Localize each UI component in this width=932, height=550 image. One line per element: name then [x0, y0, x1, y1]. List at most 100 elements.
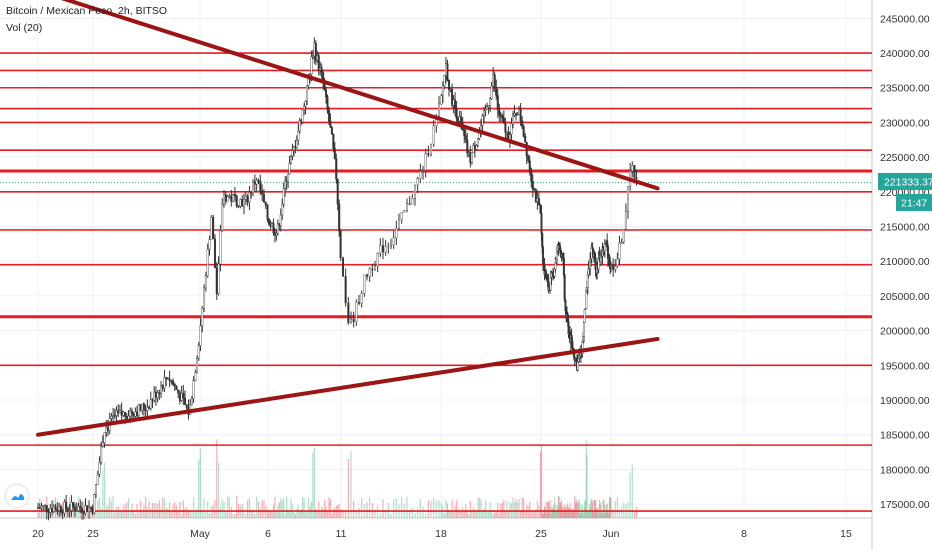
candle-body	[210, 217, 213, 240]
volume-bar	[278, 502, 280, 518]
volume-bar	[163, 498, 166, 518]
time-tick-label: Jun	[603, 528, 620, 540]
volume-bar	[589, 506, 591, 518]
candle-body	[125, 416, 128, 420]
time-axis[interactable]: 20 25 May 6 11 18 25 Jun 8 15	[32, 528, 852, 540]
candle-body	[562, 257, 565, 276]
candle-body	[132, 413, 135, 417]
candle-body	[563, 274, 566, 300]
volume-bar	[544, 508, 546, 518]
volume-bar	[582, 513, 584, 518]
candle-body	[266, 204, 269, 220]
volume-bar	[257, 501, 260, 518]
volume-bar	[483, 508, 485, 518]
volume-bar	[192, 497, 195, 518]
candle-body	[144, 409, 147, 411]
candle-body	[242, 199, 245, 207]
volume-bar	[312, 452, 314, 518]
time-tick-label: 6	[265, 528, 271, 540]
candle-body	[70, 502, 73, 511]
volume-bar	[598, 512, 600, 518]
volume-bar	[205, 509, 207, 518]
candle-body	[170, 380, 173, 382]
volume-bar	[507, 510, 510, 518]
candle-body	[350, 318, 353, 323]
volume-bar	[406, 496, 408, 518]
candle-body	[504, 122, 507, 133]
price-axis[interactable]: 175000.00 180000.00 185000.00 190000.00 1950…	[880, 13, 930, 511]
symbol-title[interactable]: Bitcoin / Mexican Peso, 2h, BITSO	[6, 5, 168, 17]
volume-bar	[635, 506, 638, 518]
candle-body	[163, 377, 166, 389]
candle-body	[73, 506, 76, 512]
price-badges: 221333.37 21:47	[878, 173, 932, 211]
volume-bar	[513, 502, 516, 518]
volume-bar	[385, 509, 387, 518]
candle-body	[37, 507, 40, 509]
price-tick-label: 235000.00	[880, 83, 930, 95]
candle-body	[297, 130, 300, 141]
volume-bar	[543, 505, 546, 518]
candle-body	[463, 129, 466, 136]
candle-body	[215, 267, 218, 294]
volume-bar	[535, 508, 537, 518]
candle-body	[631, 165, 634, 172]
tradingview-logo-icon[interactable]	[6, 485, 28, 507]
time-tick-label: 20	[32, 528, 44, 540]
volume-bar	[401, 497, 403, 518]
volume-bar	[556, 509, 558, 518]
candle-body	[219, 230, 222, 265]
volume-bar	[427, 500, 429, 518]
volume-bar	[236, 496, 238, 518]
price-tick-label: 190000.00	[880, 395, 930, 407]
volume-bar	[568, 508, 570, 518]
candle-body	[178, 392, 181, 401]
candle-body	[542, 246, 545, 264]
candle-body	[307, 78, 310, 86]
candle-body	[390, 244, 393, 247]
candle-body	[184, 397, 187, 405]
volume-bar	[306, 511, 308, 518]
candle-body	[487, 105, 490, 108]
volume-bar	[288, 510, 291, 518]
candle-body	[192, 380, 195, 399]
volume-bar	[194, 511, 196, 518]
candle-body	[411, 198, 414, 205]
candle-body	[360, 293, 363, 304]
candle-body	[583, 309, 586, 323]
volume-bar	[587, 511, 589, 518]
volume-bar	[448, 509, 450, 518]
candle-body	[528, 160, 531, 171]
candle-body	[75, 510, 78, 512]
volume-bar	[443, 513, 446, 518]
volume-bar	[393, 499, 395, 518]
candle-body	[65, 501, 68, 509]
candle-body	[58, 506, 61, 512]
volume-bar	[102, 470, 104, 518]
volume-bar	[232, 513, 234, 518]
candle-body	[221, 204, 224, 231]
volume-bar	[588, 510, 590, 518]
volume-bar	[100, 507, 102, 518]
volume-bar	[203, 498, 205, 518]
volume-bar	[271, 511, 273, 518]
volume-bar	[86, 513, 88, 518]
candle-body	[96, 474, 99, 485]
volume-bar	[577, 501, 580, 518]
last-price-label: 221333.37	[884, 177, 932, 189]
candle-body	[190, 398, 193, 406]
volume-indicator-label[interactable]: Vol (20)	[6, 22, 43, 34]
candle-body	[268, 219, 271, 225]
volume-bar	[585, 439, 587, 518]
candle-body	[197, 345, 200, 359]
volume-bar	[608, 513, 610, 518]
horizontal-levels	[0, 52, 872, 512]
volume-bar	[616, 497, 618, 518]
volume-bar	[353, 500, 355, 518]
candle-body	[406, 203, 409, 211]
candle-body	[527, 155, 530, 161]
volume-bar	[601, 512, 603, 518]
volume-bar	[214, 499, 216, 518]
volume-bar	[103, 462, 106, 518]
